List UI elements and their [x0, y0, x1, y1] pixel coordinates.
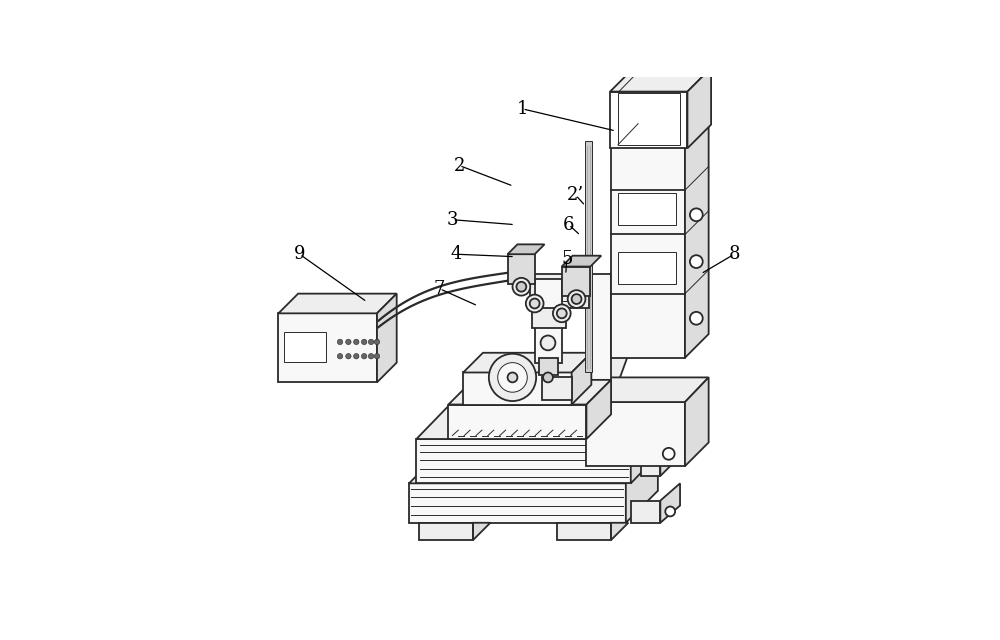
Polygon shape [610, 68, 711, 92]
Bar [618, 193, 676, 225]
Polygon shape [687, 68, 711, 148]
Polygon shape [278, 314, 377, 382]
Circle shape [543, 372, 553, 382]
Circle shape [346, 339, 351, 344]
Polygon shape [448, 404, 586, 439]
Polygon shape [631, 407, 662, 483]
Circle shape [530, 298, 540, 308]
Circle shape [498, 363, 527, 392]
Polygon shape [660, 483, 680, 523]
Polygon shape [463, 353, 591, 372]
Polygon shape [572, 353, 591, 404]
Polygon shape [585, 141, 592, 372]
Circle shape [346, 353, 351, 359]
Text: 5: 5 [561, 250, 572, 268]
Polygon shape [685, 117, 709, 358]
Circle shape [568, 290, 585, 308]
Polygon shape [419, 523, 473, 540]
Text: 2’: 2’ [567, 186, 584, 204]
Circle shape [690, 312, 703, 324]
Circle shape [663, 448, 675, 460]
Polygon shape [660, 422, 678, 476]
Circle shape [368, 353, 374, 359]
Polygon shape [611, 523, 628, 540]
Circle shape [690, 209, 703, 221]
Circle shape [354, 339, 359, 344]
Polygon shape [535, 279, 562, 363]
Polygon shape [618, 93, 680, 145]
Bar [618, 252, 676, 284]
Text: 9: 9 [294, 245, 305, 263]
Polygon shape [562, 256, 601, 266]
Circle shape [557, 308, 567, 318]
Bar [284, 332, 326, 362]
Polygon shape [641, 439, 660, 476]
Circle shape [572, 294, 581, 304]
Text: 6: 6 [563, 216, 574, 234]
Circle shape [526, 294, 544, 312]
Polygon shape [508, 254, 535, 284]
Circle shape [512, 278, 530, 296]
Polygon shape [562, 286, 585, 301]
Polygon shape [557, 523, 611, 540]
Circle shape [354, 353, 359, 359]
Polygon shape [539, 358, 558, 375]
Circle shape [690, 255, 703, 268]
Text: 8: 8 [729, 245, 740, 263]
Text: 4: 4 [450, 245, 462, 263]
Polygon shape [685, 378, 709, 466]
Polygon shape [586, 402, 685, 466]
Polygon shape [530, 274, 589, 308]
Polygon shape [611, 141, 685, 358]
Polygon shape [626, 451, 658, 523]
Polygon shape [463, 372, 572, 404]
Polygon shape [586, 380, 611, 439]
Text: 3: 3 [447, 211, 458, 228]
Polygon shape [532, 308, 566, 328]
Circle shape [516, 282, 526, 292]
Polygon shape [473, 523, 490, 540]
Circle shape [337, 353, 343, 359]
Circle shape [508, 372, 517, 382]
Polygon shape [562, 266, 590, 296]
Circle shape [374, 339, 380, 344]
Circle shape [374, 353, 380, 359]
Text: 7: 7 [434, 280, 445, 298]
Polygon shape [448, 380, 611, 404]
Circle shape [361, 353, 367, 359]
Text: 2: 2 [454, 157, 465, 175]
Circle shape [541, 335, 555, 350]
Circle shape [553, 305, 571, 322]
Polygon shape [586, 378, 709, 402]
Polygon shape [631, 500, 660, 523]
Polygon shape [586, 274, 611, 402]
Text: 1: 1 [517, 100, 528, 118]
Polygon shape [409, 451, 658, 483]
Polygon shape [377, 294, 397, 382]
Circle shape [368, 339, 374, 344]
Circle shape [665, 506, 675, 516]
Polygon shape [508, 244, 545, 254]
Polygon shape [611, 117, 709, 141]
Polygon shape [278, 294, 397, 314]
Circle shape [337, 339, 343, 344]
Polygon shape [416, 439, 631, 483]
Polygon shape [586, 294, 650, 402]
Polygon shape [542, 378, 572, 399]
Circle shape [361, 339, 367, 344]
Circle shape [489, 354, 536, 401]
Polygon shape [610, 92, 687, 148]
Polygon shape [409, 483, 626, 523]
Polygon shape [416, 407, 662, 439]
